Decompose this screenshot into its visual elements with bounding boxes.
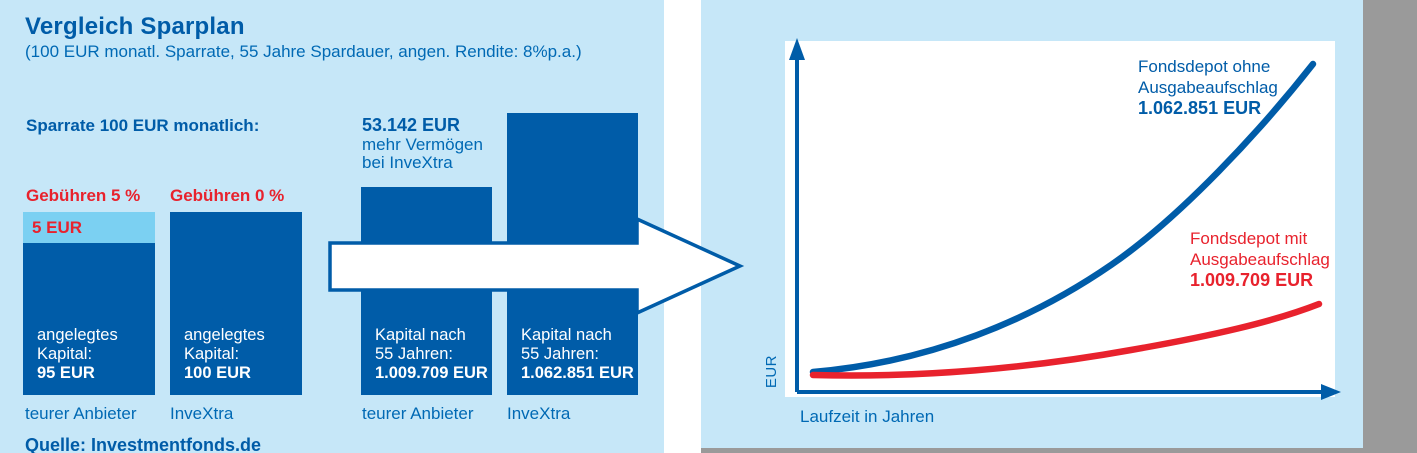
series-red-value: 1.009.709 EUR — [1190, 270, 1314, 290]
source-note: Quelle: Investmentfonds.de — [25, 435, 262, 453]
x-axis-arrow-icon — [1321, 384, 1341, 400]
gain-line3: bei InveXtra — [362, 153, 453, 172]
series-label-mit-ausgabeaufschlag: Fondsdepot mit Ausgabeaufschlag 1.009.70… — [1190, 228, 1330, 291]
gain-note: 53.142 EUR mehr Vermögen bei InveXtra — [362, 116, 483, 172]
comparison-arrow-icon — [328, 216, 745, 316]
series-blue-value: 1.062.851 EUR — [1138, 98, 1262, 118]
bar-body-line1: angelegtes — [184, 326, 265, 344]
bar-axis-label: teurer Anbieter — [362, 404, 474, 423]
page-subtitle: (100 EUR monatl. Sparrate, 55 Jahre Spar… — [25, 42, 582, 61]
bar-body-text: Kapital nach 55 Jahren: 1.062.851 EUR — [521, 326, 634, 383]
bar-body-line2: Kapital: — [37, 345, 93, 363]
fee-segment: 5 EUR — [23, 212, 155, 243]
series-blue-line1: Fondsdepot ohne — [1138, 57, 1271, 76]
series-red-line1: Fondsdepot mit — [1190, 229, 1308, 248]
fee-label-5-percent: Gebühren 5 % — [26, 186, 141, 205]
bar-axis-label: InveXtra — [507, 404, 571, 423]
x-axis — [797, 384, 1341, 400]
line-chart-svg — [789, 38, 1341, 400]
section-label-sparrate: Sparrate 100 EUR monatlich: — [26, 116, 260, 135]
bar-body-text: angelegtes Kapital: 100 EUR — [184, 326, 265, 383]
bar-body-line1: Kapital nach — [375, 326, 466, 344]
bar-body-value: 95 EUR — [37, 364, 95, 382]
bar-body-text: Kapital nach 55 Jahren: 1.009.709 EUR — [375, 326, 488, 383]
series-label-ohne-ausgabeaufschlag: Fondsdepot ohne Ausgabeaufschlag 1.062.8… — [1138, 56, 1278, 119]
gain-line2: mehr Vermögen — [362, 135, 483, 154]
bar-body-line1: angelegtes — [37, 326, 118, 344]
fee-label-0-percent: Gebühren 0 % — [170, 186, 285, 205]
plot-area — [785, 41, 1335, 397]
bar-axis-label: InveXtra — [170, 404, 234, 423]
bar-body-line2: 55 Jahren: — [521, 345, 599, 363]
x-axis-label: Laufzeit in Jahren — [800, 407, 935, 426]
bar-body-line2: 55 Jahren: — [375, 345, 453, 363]
page-title: Vergleich Sparplan — [25, 13, 245, 40]
gray-margin: Fondsdepot ohne Ausgabeaufschlag 1.062.8… — [701, 0, 1417, 453]
gain-amount: 53.142 EUR — [362, 115, 461, 135]
series-red-line2: Ausgabeaufschlag — [1190, 250, 1330, 269]
bar-body-value: 1.062.851 EUR — [521, 364, 634, 382]
bar-axis-label: teurer Anbieter — [25, 404, 137, 423]
curve-ohne-ausgabeaufschlag — [809, 60, 1317, 376]
bar-sparrate-invextra: angelegtes Kapital: 100 EUR — [170, 212, 302, 395]
y-axis-label: EUR — [763, 355, 780, 389]
y-axis — [789, 38, 805, 392]
y-axis-arrow-icon — [789, 38, 805, 60]
curve-mit-ausgabeaufschlag — [809, 300, 1323, 379]
right-panel: Fondsdepot ohne Ausgabeaufschlag 1.062.8… — [701, 0, 1363, 448]
bar-sparrate-teurer-anbieter: 5 EUR angelegtes Kapital: 95 EUR — [23, 212, 155, 395]
bar-body-value: 100 EUR — [184, 364, 251, 382]
bar-body-text: angelegtes Kapital: 95 EUR — [37, 326, 118, 383]
series-blue-line2: Ausgabeaufschlag — [1138, 78, 1278, 97]
bar-body-line1: Kapital nach — [521, 326, 612, 344]
bar-body-value: 1.009.709 EUR — [375, 364, 488, 382]
bar-body-line2: Kapital: — [184, 345, 240, 363]
